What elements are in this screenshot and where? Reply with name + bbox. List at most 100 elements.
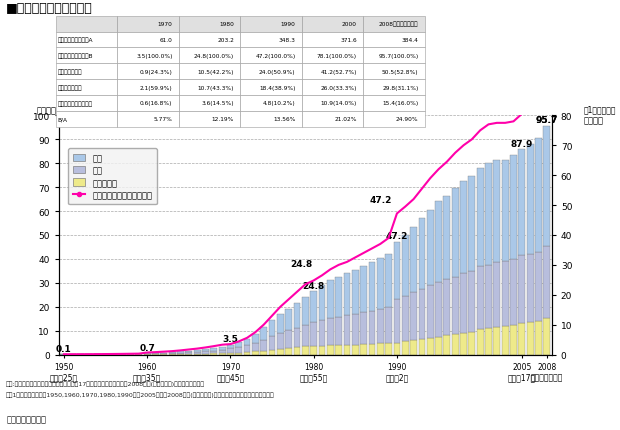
Text: （注1）図中の数値は、1950,1960,1970,1980,1990及び2005並びに2008年度(予算ベース)の社会保障給付費（兆円）である。: （注1）図中の数値は、1950,1960,1970,1980,1990及び200…	[6, 391, 275, 397]
Bar	[502, 326, 508, 355]
Bar	[335, 345, 342, 355]
Bar	[236, 353, 242, 355]
Bar	[219, 353, 226, 355]
Bar	[252, 334, 259, 343]
Bar	[285, 331, 292, 348]
Bar	[227, 353, 234, 355]
Bar	[460, 182, 467, 273]
Bar	[418, 339, 425, 355]
Bar	[494, 263, 500, 327]
Bar	[418, 219, 425, 289]
Bar	[319, 346, 326, 355]
Bar	[443, 196, 450, 280]
Text: 0.1: 0.1	[56, 344, 72, 353]
Bar	[310, 347, 317, 355]
Bar	[310, 292, 317, 322]
Bar	[177, 354, 184, 355]
Bar	[343, 345, 350, 355]
Bar	[385, 308, 392, 343]
Bar	[394, 299, 401, 343]
Bar	[335, 317, 342, 345]
Bar	[177, 353, 184, 354]
Text: （兆円）: （兆円）	[37, 106, 56, 115]
Bar	[543, 318, 550, 355]
Bar	[268, 320, 275, 336]
Bar	[368, 311, 375, 344]
Bar	[518, 150, 525, 256]
Text: 87.9: 87.9	[511, 139, 533, 148]
Bar	[510, 325, 517, 355]
Bar	[169, 352, 175, 353]
Bar	[402, 341, 409, 355]
Bar	[385, 343, 392, 355]
Bar	[219, 347, 226, 350]
Bar	[427, 338, 433, 355]
Bar	[260, 351, 267, 355]
Bar	[502, 262, 508, 326]
Text: 95.7: 95.7	[536, 116, 558, 124]
Bar	[227, 349, 234, 353]
Bar	[327, 280, 334, 319]
Bar	[452, 277, 459, 335]
Bar	[335, 277, 342, 317]
Bar	[244, 352, 250, 355]
Bar	[518, 256, 525, 324]
Bar	[202, 351, 209, 354]
Text: 24.8: 24.8	[303, 281, 325, 290]
Bar	[410, 293, 417, 341]
Bar	[402, 296, 409, 341]
Bar	[377, 310, 384, 344]
Bar	[193, 350, 200, 352]
Text: 0.7: 0.7	[140, 343, 155, 352]
Bar	[193, 352, 200, 354]
Bar	[460, 273, 467, 333]
Bar	[202, 349, 209, 351]
Bar	[302, 298, 309, 326]
Bar	[510, 156, 517, 259]
Bar	[494, 327, 500, 355]
Bar	[161, 353, 167, 354]
Bar	[460, 333, 467, 355]
Text: 47.2: 47.2	[386, 232, 408, 241]
Bar	[452, 189, 459, 277]
Bar	[394, 343, 401, 355]
Bar	[518, 324, 525, 355]
Bar	[410, 341, 417, 355]
Bar	[452, 335, 459, 355]
Bar	[527, 255, 534, 322]
Bar	[469, 177, 476, 271]
Bar	[360, 266, 367, 313]
Bar	[319, 320, 326, 346]
Bar	[343, 274, 350, 316]
Bar	[360, 344, 367, 355]
Bar	[294, 347, 301, 355]
Bar	[485, 265, 492, 329]
Bar	[469, 332, 476, 355]
Bar	[469, 271, 476, 332]
Bar	[302, 347, 309, 355]
Bar	[368, 344, 375, 355]
Bar	[310, 322, 317, 347]
Bar	[535, 252, 542, 321]
Bar	[327, 319, 334, 345]
Bar	[277, 349, 284, 355]
Bar	[252, 343, 259, 352]
Bar	[268, 336, 275, 350]
Bar	[185, 351, 192, 352]
Bar	[152, 353, 159, 354]
Bar	[210, 351, 217, 353]
Text: 75.0万円: 75.0万円	[0, 429, 1, 430]
Bar	[193, 354, 200, 355]
Bar	[477, 169, 484, 267]
Bar	[418, 289, 425, 339]
Bar	[177, 352, 184, 353]
Bar	[535, 321, 542, 355]
Bar	[494, 160, 500, 263]
Bar	[352, 314, 359, 345]
Bar	[535, 139, 542, 252]
Bar	[219, 350, 226, 353]
Bar	[185, 352, 192, 354]
Bar	[294, 304, 301, 328]
Text: 58万8,083円: 58万8,083円	[0, 429, 1, 430]
Bar	[244, 339, 250, 346]
